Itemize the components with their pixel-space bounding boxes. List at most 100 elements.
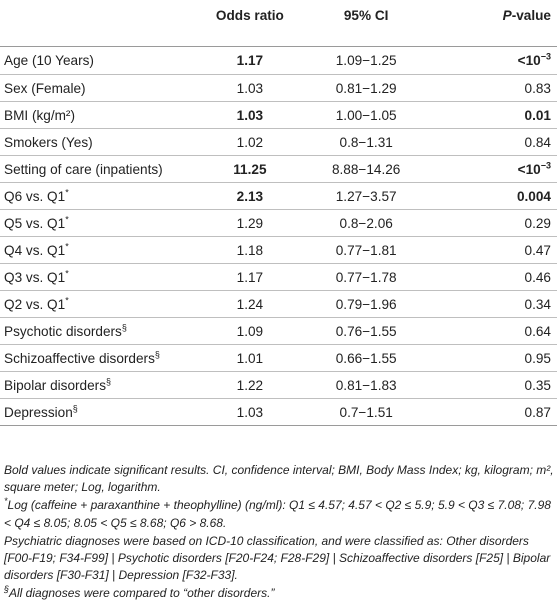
footnote-quantiles: *Log (caffeine + paraxanthine + theophyl… [4, 497, 554, 531]
cell-variable: BMI (kg/m²) [0, 101, 208, 129]
cell-variable: Depression§ [0, 398, 208, 426]
variable-label: BMI (kg/m²) [4, 107, 75, 123]
p-value-text: <10 [517, 161, 541, 177]
cell-p-value: 0.47 [440, 236, 557, 264]
variable-label: Smokers (Yes) [4, 134, 93, 150]
table-row: Age (10 Years) 1.17 1.09−1.25 <10−3 [0, 46, 557, 75]
cell-variable: Q6 vs. Q1* [0, 182, 208, 210]
variable-footnote-mark: § [121, 321, 127, 332]
cell-95-ci: 1.09−1.25 [291, 46, 441, 75]
table-row: Schizoaffective disorders§ 1.01 0.66−1.55 0… [0, 344, 557, 372]
cell-p-value: <10−3 [440, 155, 557, 183]
table-row: Psychotic disorders§ 1.09 0.76−1.55 0.64 [0, 317, 557, 345]
p-value-text: 0.01 [524, 107, 551, 123]
cell-p-value: 0.84 [440, 128, 557, 156]
cell-p-value: 0.01 [440, 101, 557, 129]
cell-p-value: 0.29 [440, 209, 557, 237]
cell-95-ci: 0.77−1.78 [291, 263, 441, 291]
cell-p-value: 0.87 [440, 398, 557, 426]
cell-odds-ratio: 1.24 [207, 290, 292, 318]
cell-p-value: 0.004 [440, 182, 557, 210]
variable-label: Q2 vs. Q1 [4, 296, 66, 312]
header-p-suffix: -value [511, 8, 551, 23]
table-row: Setting of care (inpatients) 11.25 8.88−14… [0, 155, 557, 183]
cell-variable: Q4 vs. Q1* [0, 236, 208, 264]
table-row: Bipolar disorders§ 1.22 0.81−1.83 0.35 [0, 371, 557, 399]
table-row: Q3 vs. Q1* 1.17 0.77−1.78 0.46 [0, 263, 557, 291]
p-value-text: 0.87 [524, 404, 551, 420]
cell-95-ci: 0.81−1.83 [291, 371, 441, 399]
cell-95-ci: 8.88−14.26 [291, 155, 441, 183]
header-variable [0, 8, 208, 47]
cell-odds-ratio: 1.17 [207, 263, 292, 291]
cell-odds-ratio: 1.17 [207, 46, 292, 75]
cell-p-value: 0.46 [440, 263, 557, 291]
cell-95-ci: 1.00−1.05 [291, 101, 441, 129]
p-value-text: 0.47 [524, 242, 551, 258]
header-odds-ratio: Odds ratio [207, 8, 292, 47]
table-row: Q2 vs. Q1* 1.24 0.79−1.96 0.34 [0, 290, 557, 318]
cell-variable: Psychotic disorders§ [0, 317, 208, 345]
cell-odds-ratio: 1.29 [207, 209, 292, 237]
footnote-comparison: §All diagnoses were compared to “other d… [4, 585, 554, 602]
variable-label: Psychotic disorders [4, 323, 122, 339]
cell-variable: Sex (Female) [0, 74, 208, 102]
cell-odds-ratio: 1.03 [207, 398, 292, 426]
cell-95-ci: 0.79−1.96 [291, 290, 441, 318]
p-value-text: 0.46 [524, 269, 551, 285]
table-row: BMI (kg/m²) 1.03 1.00−1.05 0.01 [0, 101, 557, 129]
cell-variable: Bipolar disorders§ [0, 371, 208, 399]
cell-odds-ratio: 11.25 [207, 155, 292, 183]
cell-95-ci: 0.8−1.31 [291, 128, 441, 156]
variable-label: Q5 vs. Q1 [4, 215, 66, 231]
footnote-comparison-text: All diagnoses were compared to “other di… [9, 586, 275, 601]
cell-variable: Q5 vs. Q1* [0, 209, 208, 237]
p-value-exponent: −3 [540, 159, 551, 170]
variable-label: Q6 vs. Q1 [4, 188, 66, 204]
table-body: Age (10 Years) 1.17 1.09−1.25 <10−3 Sex (Fem… [0, 46, 557, 426]
variable-label: Q4 vs. Q1 [4, 242, 66, 258]
table-header-row: Odds ratio 95% CI P-value [0, 8, 557, 47]
cell-variable: Smokers (Yes) [0, 128, 208, 156]
cell-p-value: 0.34 [440, 290, 557, 318]
cell-variable: Schizoaffective disorders§ [0, 344, 208, 372]
table-row: Q4 vs. Q1* 1.18 0.77−1.81 0.47 [0, 236, 557, 264]
variable-footnote-mark: § [154, 348, 160, 359]
cell-variable: Setting of care (inpatients) [0, 155, 208, 183]
p-value-text: 0.004 [516, 188, 551, 204]
variable-label: Setting of care (inpatients) [4, 161, 163, 177]
variable-label: Schizoaffective disorders [4, 350, 155, 366]
cell-odds-ratio: 1.18 [207, 236, 292, 264]
p-value-text: <10 [517, 53, 541, 68]
p-value-text: 0.29 [524, 215, 551, 231]
table-row: Depression§ 1.03 0.7−1.51 0.87 [0, 398, 557, 426]
odds-ratio-table: Odds ratio 95% CI P-value Age (10 Years)… [0, 8, 557, 426]
cell-p-value: 0.64 [440, 317, 557, 345]
cell-p-value: <10−3 [440, 46, 557, 75]
cell-odds-ratio: 1.03 [207, 101, 292, 129]
cell-95-ci: 0.76−1.55 [291, 317, 441, 345]
cell-95-ci: 1.27−3.57 [291, 182, 441, 210]
cell-odds-ratio: 1.22 [207, 371, 292, 399]
variable-footnote-mark: * [65, 240, 69, 251]
variable-footnote-mark: * [65, 294, 69, 305]
footnote-quantiles-text: Log (caffeine + paraxanthine + theophyll… [4, 498, 551, 530]
cell-odds-ratio: 1.01 [207, 344, 292, 372]
table-row: Q5 vs. Q1* 1.29 0.8−2.06 0.29 [0, 209, 557, 237]
variable-footnote-mark: * [65, 213, 69, 224]
cell-p-value: 0.83 [440, 74, 557, 102]
variable-footnote-mark: * [65, 267, 69, 278]
table-footnotes: Bold values indicate significant results… [4, 462, 554, 604]
p-value-text: 0.95 [524, 350, 551, 366]
cell-95-ci: 0.66−1.55 [291, 344, 441, 372]
p-value-text: 0.35 [524, 377, 551, 393]
cell-variable: Age (10 Years) [0, 46, 208, 75]
cell-p-value: 0.95 [440, 344, 557, 372]
variable-footnote-mark: § [106, 375, 112, 386]
cell-95-ci: 0.7−1.51 [291, 398, 441, 426]
footnote-diagnoses: Psychiatric diagnoses were based on ICD-… [4, 533, 551, 583]
variable-label: Sex (Female) [4, 80, 86, 96]
p-value-text: 0.34 [524, 296, 551, 312]
variable-footnote-mark: § [72, 402, 78, 413]
